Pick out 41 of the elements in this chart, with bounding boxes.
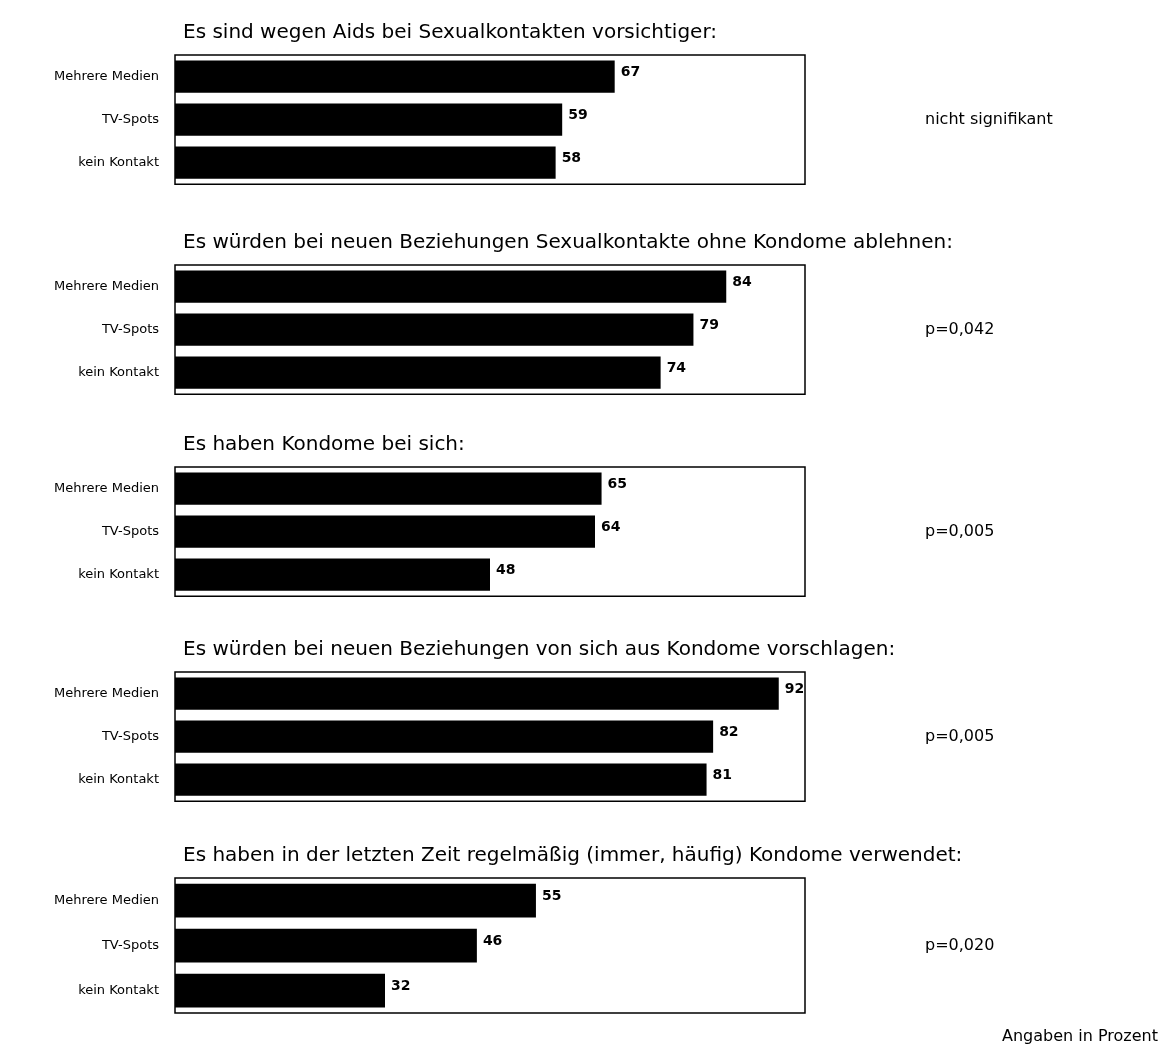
text: p=0,005: [925, 520, 995, 540]
text: p=0,020: [925, 934, 995, 954]
data-label: 32: [391, 977, 411, 994]
y-tick-label: TV-Spots: [100, 320, 160, 336]
data-label: 48: [496, 561, 516, 578]
data-label: 79: [699, 316, 719, 333]
text: nicht signifikant: [925, 108, 1053, 128]
chart-title: Es haben in der letzten Zeit regelmäßig (immer, häufig) Kondome verwendet:: [183, 842, 963, 866]
text: Angaben in Prozent: [1002, 1026, 1158, 1046]
text: p=0,005: [925, 725, 995, 745]
data-label: 46: [482, 932, 503, 949]
y-tick-label: kein Kontakt: [78, 364, 159, 380]
data-label: 67: [620, 63, 641, 80]
y-tick-label: kein Kontakt: [78, 154, 159, 170]
data-label: 92: [784, 680, 805, 697]
chart-title: Es haben Kondome bei sich:: [183, 431, 465, 455]
y-tick-label: TV-Spots: [100, 936, 160, 952]
data-label: 82: [719, 723, 739, 740]
y-tick-label: Mehrere Medien: [53, 479, 159, 495]
data-label: 55: [541, 887, 562, 904]
data-label: 59: [568, 106, 588, 123]
y-tick-label: Mehrere Medien: [53, 891, 159, 907]
data-label: 84: [732, 273, 752, 290]
y-tick-label: kein Kontakt: [78, 566, 159, 582]
chart-title: Es würden bei neuen Beziehungen von sich aus Kondome vorschlagen:: [183, 636, 896, 660]
data-label: 64: [601, 518, 621, 535]
y-tick-label: kein Kontakt: [78, 771, 159, 787]
chart-title: Es sind wegen Aids bei Sexualkontakten vorsichtiger:: [183, 19, 718, 43]
y-tick-label: Mehrere Medien: [53, 684, 159, 700]
y-tick-label: TV-Spots: [100, 110, 160, 126]
data-label: 58: [561, 149, 582, 166]
y-tick-label: Mehrere Medien: [53, 277, 159, 293]
data-label: 81: [712, 766, 733, 783]
text: p=0,042: [925, 318, 995, 338]
y-tick-label: Mehrere Medien: [53, 67, 159, 83]
y-tick-label: TV-Spots: [100, 727, 160, 743]
y-tick-label: TV-Spots: [100, 522, 160, 538]
y-tick-label: kein Kontakt: [78, 981, 159, 997]
chart-title: Es würden bei neuen Beziehungen Sexualkontakte ohne Kondome ablehnen:: [183, 229, 953, 253]
data-label: 74: [666, 359, 687, 376]
data-label: 65: [607, 475, 628, 492]
